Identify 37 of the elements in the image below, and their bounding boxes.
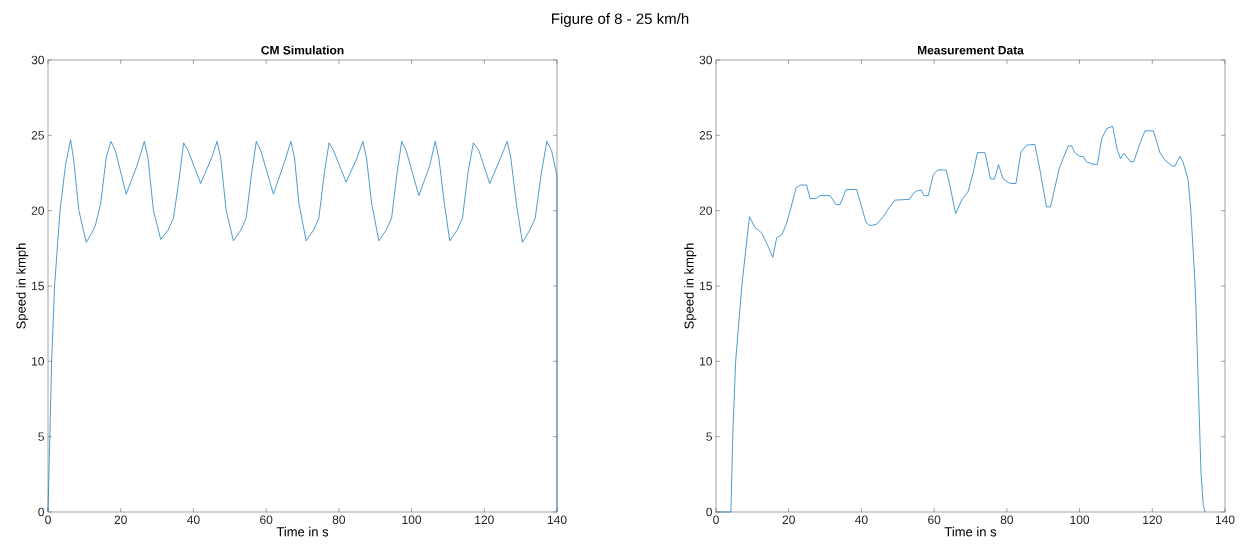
x-tick-label: 120 xyxy=(1143,515,1162,525)
y-axis-title: Speed in kmph xyxy=(684,243,697,329)
y-tick-label: 0 xyxy=(706,507,713,517)
y-tick-label: 15 xyxy=(700,281,712,291)
chart-title: Measurement Data xyxy=(917,46,1024,55)
x-tick-label: 100 xyxy=(402,515,422,525)
x-tick-label: 120 xyxy=(475,515,494,525)
y-axis-title: Speed in kmph xyxy=(16,243,29,329)
line-series xyxy=(47,139,558,513)
x-tick-label: 140 xyxy=(1215,515,1235,525)
y-tick-label: 5 xyxy=(706,432,712,441)
x-tick-label: 20 xyxy=(114,515,127,525)
x-tick-label: 80 xyxy=(332,515,346,525)
chart-title: CM Simulation xyxy=(261,45,344,55)
x-tick-label: 40 xyxy=(187,515,200,525)
x-axis-title: Time in s xyxy=(944,526,997,537)
line-series xyxy=(715,125,1206,513)
y-tick-label: 10 xyxy=(32,357,45,366)
y-tick-label: 5 xyxy=(38,432,44,441)
x-tick-label: 20 xyxy=(782,515,795,525)
y-tick-label: 20 xyxy=(699,206,713,215)
y-tick-label: 0 xyxy=(38,507,45,517)
y-tick-label: 20 xyxy=(31,206,45,215)
x-tick-label: 40 xyxy=(855,515,868,525)
x-tick-label: 60 xyxy=(260,515,273,525)
x-tick-label: 100 xyxy=(1070,515,1090,525)
x-tick-label: 140 xyxy=(547,515,567,525)
x-axis-title: Time in s xyxy=(276,526,329,537)
y-tick-label: 25 xyxy=(31,131,44,140)
y-tick-label: 30 xyxy=(31,55,45,65)
y-tick-label: 25 xyxy=(699,131,712,140)
y-tick-label: 30 xyxy=(699,55,713,65)
y-tick-label: 10 xyxy=(700,357,713,366)
x-tick-label: 80 xyxy=(1000,515,1014,525)
x-tick-label: 60 xyxy=(928,515,941,525)
y-tick-label: 15 xyxy=(32,281,44,291)
text: Figure of 8 - 25 km/h xyxy=(552,13,689,27)
